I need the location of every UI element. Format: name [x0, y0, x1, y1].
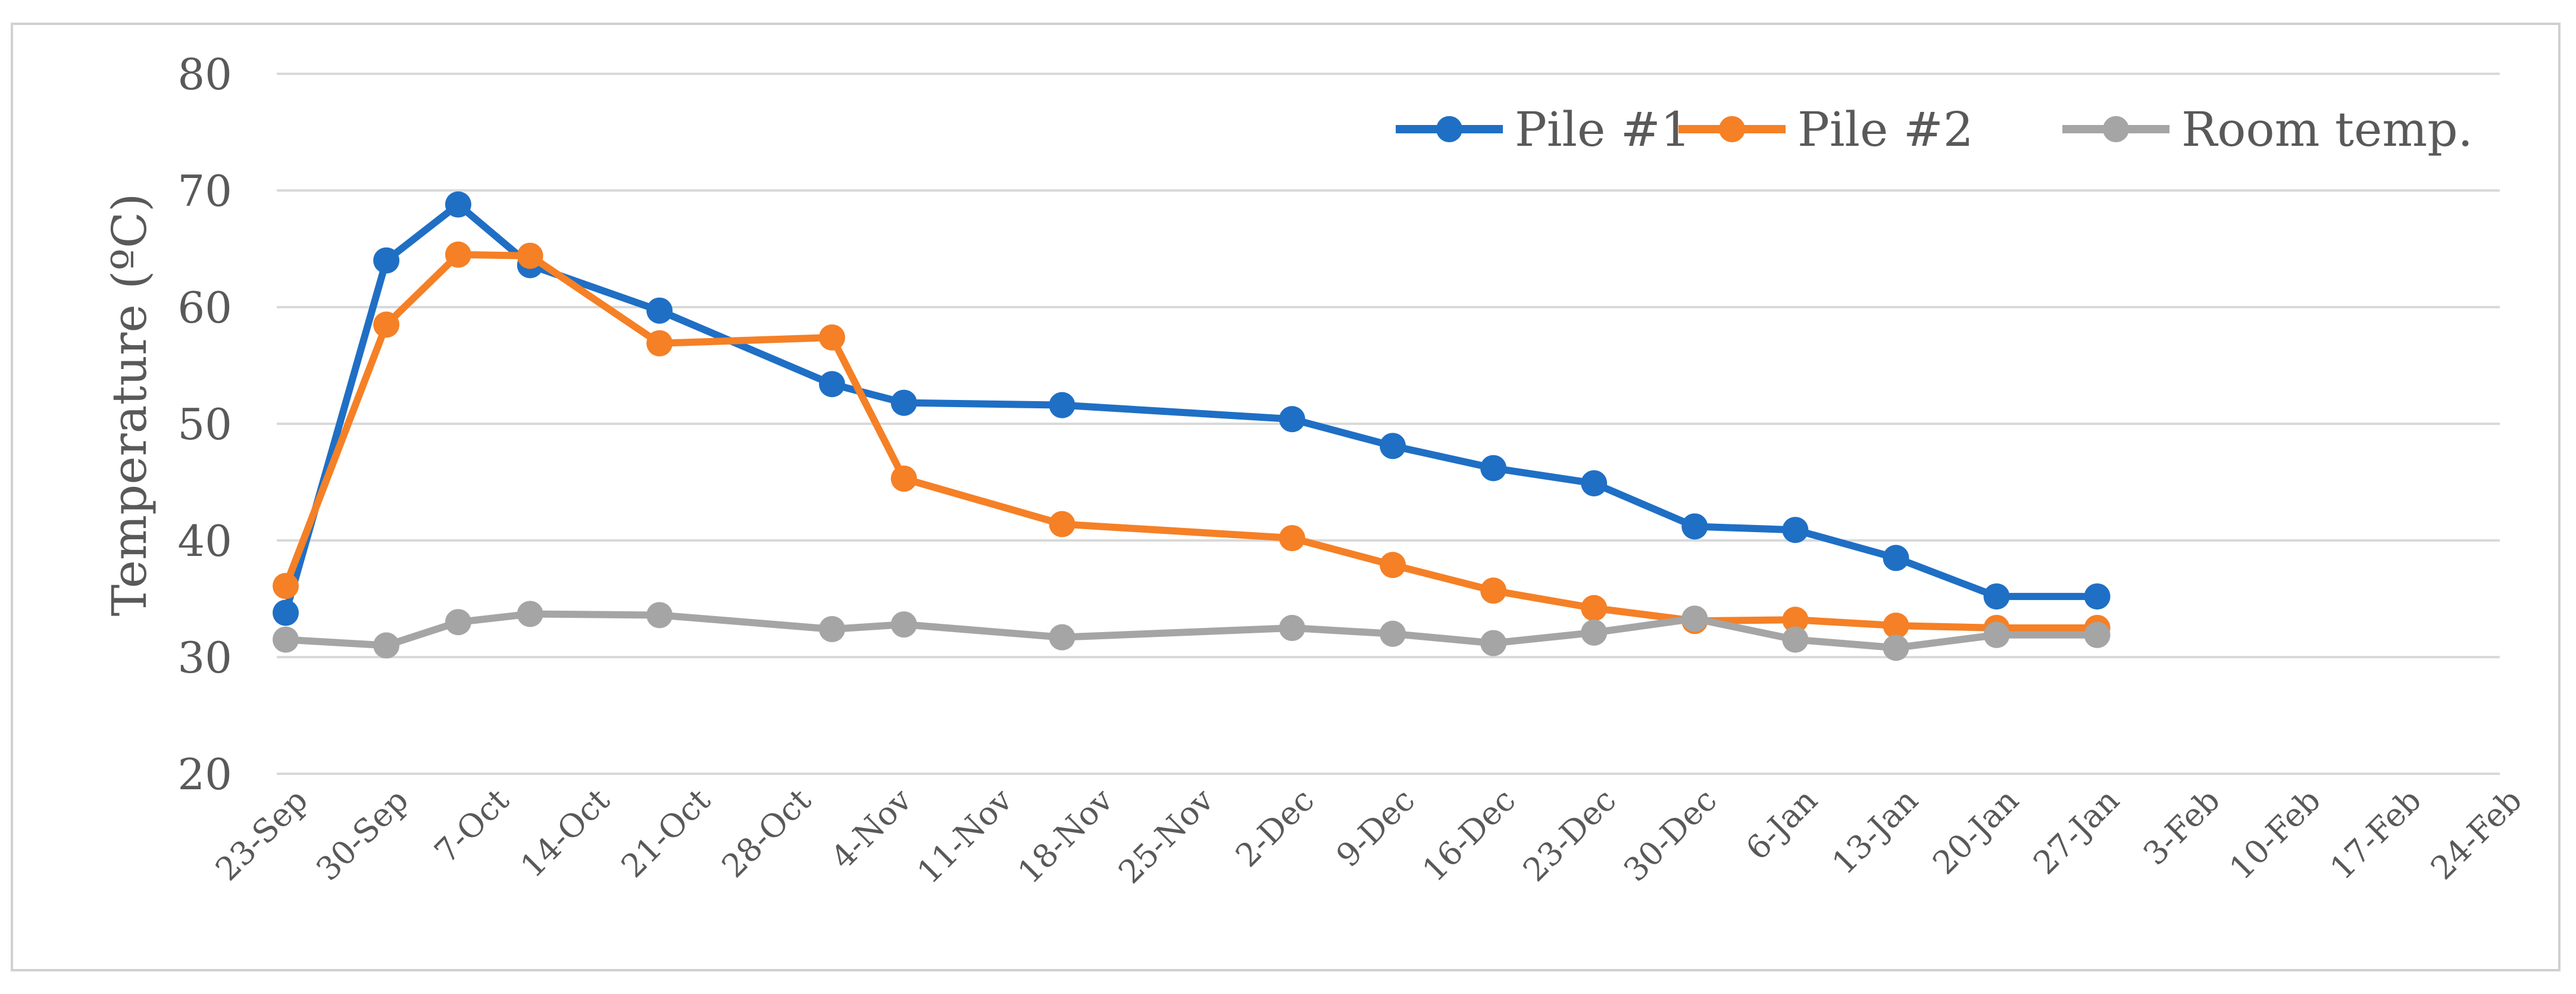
data-point — [818, 615, 845, 642]
chart-frame — [11, 23, 2561, 971]
data-point — [1883, 634, 1909, 661]
data-point — [1278, 406, 1305, 433]
data-point — [818, 324, 845, 351]
data-point — [1681, 513, 1708, 540]
y-tick-label: 80 — [177, 49, 232, 99]
data-point — [1380, 620, 1406, 647]
series-3 — [273, 601, 2111, 661]
y-tick-label: 60 — [177, 283, 232, 333]
data-point — [445, 241, 471, 268]
data-point — [1480, 455, 1507, 482]
data-point — [2084, 621, 2111, 648]
data-point — [1883, 545, 1909, 571]
data-point — [1278, 525, 1305, 552]
data-point — [373, 632, 400, 659]
legend-label: Pile #2 — [1797, 102, 1974, 157]
data-point — [273, 626, 299, 653]
data-point — [646, 602, 673, 629]
y-tick-label: 30 — [177, 633, 232, 683]
data-point — [1049, 624, 1076, 651]
data-point — [1380, 552, 1406, 579]
y-axis-ticks: 20 30 40 50 60 70 80 — [177, 49, 232, 799]
series-1 — [273, 191, 2111, 626]
data-point — [373, 247, 400, 274]
data-point — [1782, 517, 1809, 543]
legend-marker — [2103, 116, 2129, 142]
y-tick-label: 40 — [177, 516, 232, 566]
data-point — [445, 609, 471, 636]
legend-item: Pile #1 — [1396, 102, 1691, 157]
data-point — [273, 599, 299, 626]
y-tick-label: 50 — [177, 399, 232, 449]
series-2 — [273, 241, 2111, 641]
data-point — [646, 330, 673, 357]
data-point — [1782, 607, 1809, 633]
data-point — [2084, 583, 2111, 610]
y-axis-label: Temperature (ºC) — [102, 193, 157, 617]
data-point — [1581, 619, 1608, 646]
data-point — [1278, 615, 1305, 641]
legend-marker — [1436, 116, 1462, 142]
data-point — [1049, 511, 1076, 537]
legend: Pile #1 Pile #2 Room temp. — [1396, 102, 2473, 157]
legend-label: Pile #1 — [1515, 102, 1691, 157]
legend-label: Room temp. — [2181, 102, 2473, 157]
y-tick-label: 70 — [177, 166, 232, 216]
data-point — [818, 371, 845, 398]
data-point — [1782, 626, 1809, 653]
legend-item: Pile #2 — [1678, 102, 1974, 157]
legend-marker — [1719, 116, 1745, 142]
data-point — [517, 601, 543, 627]
data-point — [273, 573, 299, 599]
data-point — [1380, 433, 1406, 460]
data-point — [890, 389, 917, 416]
series-lines — [273, 191, 2111, 661]
data-point — [1049, 392, 1076, 418]
data-point — [373, 311, 400, 338]
data-point — [1983, 583, 2010, 610]
data-point — [1581, 595, 1608, 621]
data-point — [1983, 621, 2010, 648]
data-point — [1480, 630, 1507, 657]
data-point — [646, 297, 673, 324]
data-point — [445, 191, 471, 218]
data-point — [1883, 612, 1909, 639]
data-point — [890, 465, 917, 492]
data-point — [1480, 577, 1507, 604]
legend-item: Room temp. — [2062, 102, 2473, 157]
data-point — [1581, 470, 1608, 496]
data-point — [1681, 605, 1708, 632]
y-tick-label: 20 — [177, 749, 232, 799]
data-point — [890, 611, 917, 638]
data-point — [517, 242, 543, 269]
